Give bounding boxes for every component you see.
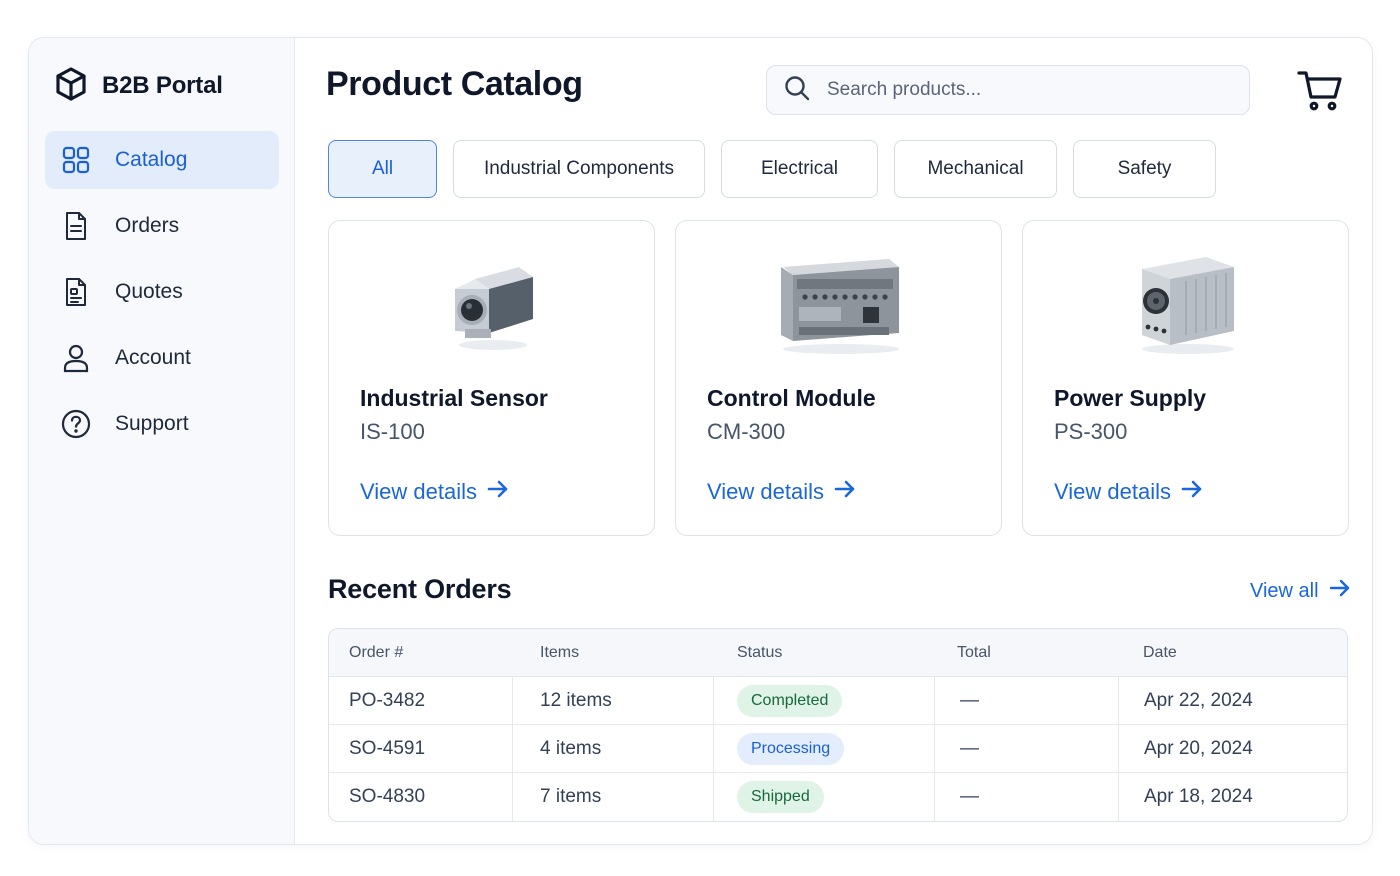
quote-document-icon [61,277,91,307]
power-supply-image [1023,249,1348,359]
view-all-link[interactable]: View all [1250,578,1351,604]
order-number[interactable]: SO-4591 [349,738,426,759]
arrow-right-icon [1329,578,1351,604]
control-module-image [676,249,1001,359]
order-number[interactable]: PO-3482 [349,690,426,711]
column-header-items[interactable]: Items [540,644,580,661]
cart-button[interactable] [1297,69,1343,113]
table-header-row: Order # Items Status Total Date [329,629,1347,677]
filter-industrial-components[interactable]: Industrial Components [453,140,705,198]
column-header-order[interactable]: Order # [349,644,404,661]
brand[interactable]: B2B Portal [54,66,223,106]
brand-name: B2B Portal [102,72,223,99]
filter-electrical[interactable]: Electrical [721,140,878,198]
product-card[interactable]: Industrial Sensor IS-100 View details [328,220,655,536]
column-header-status[interactable]: Status [737,644,783,661]
column-divider [713,677,714,821]
view-all-label: View all [1250,579,1319,602]
sidebar-item-label: Orders [115,214,180,237]
main-content: Product Catalog All Industria [295,38,1372,844]
recent-orders-title: Recent Orders [328,574,512,604]
order-date: Apr 20, 2024 [1144,738,1253,759]
search-input[interactable] [827,79,1207,101]
filter-mechanical[interactable]: Mechanical [894,140,1057,198]
app-window: B2B Portal Catalog [28,37,1373,845]
view-details-label: View details [1054,479,1171,504]
product-sku: CM-300 [707,419,786,444]
page-title: Product Catalog [326,65,583,103]
product-name: Industrial Sensor [360,385,548,411]
product-sku: PS-300 [1054,419,1128,444]
product-sku: IS-100 [360,419,425,444]
column-header-date[interactable]: Date [1143,644,1177,661]
column-divider [1118,677,1119,821]
order-items: 12 items [540,690,612,711]
sidebar-item-label: Quotes [115,280,183,303]
order-number[interactable]: SO-4830 [349,786,426,807]
sidebar-item-support[interactable]: Support [45,395,279,453]
sidebar-item-label: Account [115,346,191,369]
view-details-link[interactable]: View details [360,479,509,505]
status-badge: Completed [737,685,843,717]
order-total: — [960,786,979,807]
view-details-label: View details [360,479,477,504]
sidebar-item-orders[interactable]: Orders [45,197,279,255]
product-card[interactable]: Power Supply PS-300 View details [1022,220,1349,536]
view-details-link[interactable]: View details [707,479,856,505]
document-icon [61,211,91,241]
product-name: Control Module [707,385,876,411]
order-items: 7 items [540,786,602,807]
sidebar-item-label: Support [115,412,189,435]
sidebar-nav: Catalog Orders [45,131,279,461]
order-total: — [960,738,979,759]
sidebar-item-catalog[interactable]: Catalog [45,131,279,189]
search-box[interactable] [766,65,1250,115]
order-date: Apr 22, 2024 [1144,690,1253,711]
product-card[interactable]: Control Module CM-300 View details [675,220,1002,536]
column-divider [934,677,935,821]
column-header-total[interactable]: Total [957,644,991,661]
table-row[interactable]: SO-4591 4 items Processing — Apr 20, 202… [329,725,1347,773]
user-icon [61,343,91,373]
order-status: Processing [737,725,845,773]
order-date: Apr 18, 2024 [1144,786,1253,807]
status-badge: Shipped [737,781,824,813]
table-row[interactable]: PO-3482 12 items Completed — Apr 22, 202… [329,677,1347,725]
sensor-image [329,249,654,359]
view-details-label: View details [707,479,824,504]
filter-safety[interactable]: Safety [1073,140,1216,198]
recent-orders-table: Order # Items Status Total Date PO-3482 … [328,628,1348,822]
sidebar-item-account[interactable]: Account [45,329,279,387]
order-total: — [960,690,979,711]
sidebar-item-quotes[interactable]: Quotes [45,263,279,321]
order-status: Shipped [737,773,824,821]
view-details-link[interactable]: View details [1054,479,1203,505]
arrow-right-icon [1181,479,1203,505]
order-status: Completed [737,677,843,725]
grid-icon [61,145,91,175]
table-row[interactable]: SO-4830 7 items Shipped — Apr 18, 2024 [329,773,1347,821]
arrow-right-icon [487,479,509,505]
status-badge: Processing [737,733,845,765]
column-divider [512,677,513,821]
cart-icon [1297,71,1343,117]
product-name: Power Supply [1054,385,1207,411]
order-items: 4 items [540,738,602,759]
sidebar: B2B Portal Catalog [29,38,295,844]
arrow-right-icon [834,479,856,505]
search-icon [783,74,811,107]
help-circle-icon [61,409,91,439]
sidebar-item-label: Catalog [115,148,188,171]
cube-logo-icon [54,66,88,107]
filter-all[interactable]: All [328,140,437,198]
